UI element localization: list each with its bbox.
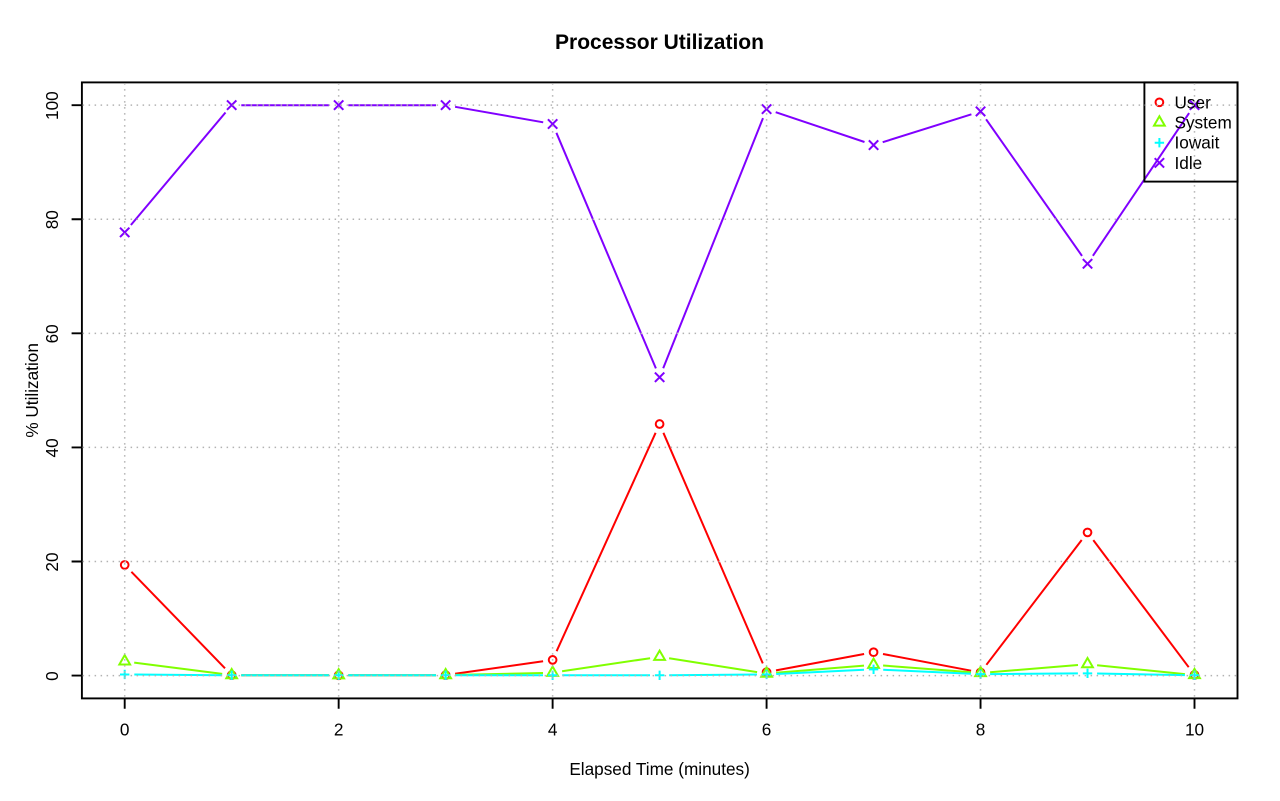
svg-text:20: 20 bbox=[42, 552, 62, 571]
svg-text:80: 80 bbox=[42, 210, 62, 229]
svg-text:System: System bbox=[1175, 113, 1232, 133]
svg-text:User: User bbox=[1175, 92, 1212, 112]
svg-text:Idle: Idle bbox=[1175, 153, 1203, 173]
svg-text:% Utilization: % Utilization bbox=[22, 343, 42, 438]
svg-text:8: 8 bbox=[976, 720, 986, 740]
svg-text:Elapsed Time (minutes): Elapsed Time (minutes) bbox=[569, 759, 750, 779]
svg-text:Iowait: Iowait bbox=[1175, 133, 1220, 153]
svg-text:0: 0 bbox=[42, 671, 62, 681]
svg-text:100: 100 bbox=[42, 91, 62, 120]
svg-text:0: 0 bbox=[120, 720, 130, 740]
svg-text:4: 4 bbox=[548, 720, 558, 740]
svg-text:10: 10 bbox=[1185, 720, 1204, 740]
svg-text:2: 2 bbox=[334, 720, 344, 740]
svg-text:6: 6 bbox=[762, 720, 772, 740]
svg-text:Processor Utilization: Processor Utilization bbox=[555, 31, 764, 54]
svg-text:60: 60 bbox=[42, 324, 62, 343]
svg-text:40: 40 bbox=[42, 438, 62, 457]
